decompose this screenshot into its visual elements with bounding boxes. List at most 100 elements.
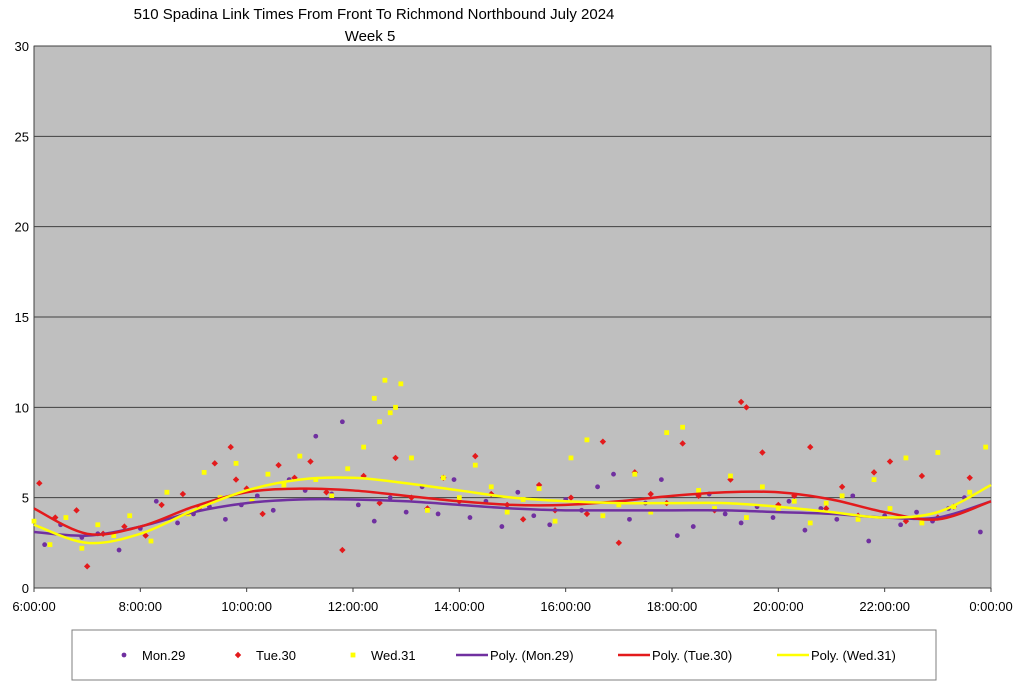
data-point bbox=[568, 455, 574, 461]
data-point bbox=[83, 563, 91, 570]
data-point bbox=[398, 381, 404, 387]
data-point bbox=[31, 518, 37, 524]
data-point bbox=[886, 458, 894, 465]
data-point bbox=[472, 462, 478, 468]
data-point bbox=[355, 502, 361, 508]
data-point bbox=[371, 518, 377, 524]
y-tick-label: 25 bbox=[15, 129, 29, 144]
data-point bbox=[770, 515, 776, 520]
data-point bbox=[270, 507, 276, 513]
x-tick-label: 12:00:00 bbox=[328, 599, 379, 614]
data-point bbox=[738, 520, 744, 526]
x-tick-label: 6:00:00 bbox=[12, 599, 55, 614]
data-point bbox=[802, 527, 808, 533]
data-point bbox=[233, 460, 239, 466]
data-point bbox=[345, 466, 351, 472]
legend-marker bbox=[350, 652, 356, 658]
data-point bbox=[111, 533, 117, 539]
gridlines bbox=[34, 45, 991, 499]
legend: Mon.29 Tue.30 Wed.31 Poly. (Mon.29) Poly. (T… bbox=[121, 648, 896, 663]
chart-title: 510 Spadina Link Times From Front To Ric… bbox=[134, 6, 615, 23]
data-point bbox=[807, 520, 813, 526]
data-point bbox=[658, 477, 664, 482]
data-point bbox=[211, 460, 218, 467]
data-point bbox=[600, 513, 606, 519]
data-point bbox=[822, 505, 830, 512]
data-point bbox=[387, 495, 393, 501]
data-point bbox=[515, 489, 521, 495]
x-tick-label: 16:00:00 bbox=[540, 599, 591, 614]
legend-label: Tue.30 bbox=[256, 648, 296, 663]
data-point bbox=[116, 547, 122, 553]
x-tick-label: 20:00:00 bbox=[753, 599, 804, 614]
x-tick-label: 22:00:00 bbox=[859, 599, 910, 614]
data-point bbox=[323, 489, 330, 496]
data-point bbox=[536, 486, 542, 492]
y-tick-label: 0 bbox=[22, 581, 29, 596]
data-point bbox=[919, 520, 925, 526]
data-point bbox=[759, 449, 766, 456]
data-point bbox=[127, 513, 133, 519]
data-point bbox=[977, 529, 983, 535]
data-point bbox=[966, 474, 973, 481]
data-point bbox=[164, 489, 170, 495]
data-point bbox=[850, 493, 856, 499]
data-point bbox=[488, 484, 494, 490]
data-point bbox=[377, 419, 382, 425]
data-point bbox=[42, 542, 48, 548]
data-point bbox=[870, 469, 878, 476]
data-point bbox=[467, 515, 473, 520]
data-point bbox=[95, 522, 101, 528]
data-point bbox=[696, 488, 701, 493]
data-point bbox=[472, 452, 479, 460]
data-point bbox=[807, 443, 814, 451]
data-point bbox=[179, 490, 187, 498]
data-point bbox=[392, 454, 399, 462]
data-point bbox=[519, 516, 527, 523]
data-point bbox=[743, 404, 750, 411]
data-point bbox=[425, 507, 430, 513]
data-point bbox=[664, 430, 670, 436]
data-point bbox=[313, 433, 319, 439]
data-point bbox=[451, 477, 457, 482]
data-point bbox=[648, 509, 654, 515]
data-point bbox=[786, 498, 792, 504]
data-point bbox=[871, 477, 877, 482]
x-tick-label: 18:00:00 bbox=[647, 599, 698, 614]
data-point bbox=[647, 490, 654, 498]
data-point bbox=[616, 502, 622, 508]
data-point bbox=[567, 494, 575, 501]
data-point bbox=[232, 476, 240, 483]
y-tick-label: 30 bbox=[15, 39, 29, 54]
data-point bbox=[409, 455, 414, 461]
data-point bbox=[887, 506, 893, 511]
data-point bbox=[201, 469, 207, 475]
data-point bbox=[898, 522, 904, 528]
data-point bbox=[371, 395, 377, 401]
legend-label: Poly. (Wed.31) bbox=[811, 648, 896, 663]
data-point bbox=[599, 438, 607, 445]
data-point bbox=[918, 472, 926, 480]
data-point bbox=[680, 424, 686, 430]
data-point bbox=[728, 473, 733, 479]
data-point bbox=[121, 523, 128, 530]
data-point bbox=[855, 516, 861, 522]
data-point bbox=[52, 514, 59, 521]
data-point bbox=[547, 522, 553, 528]
data-point bbox=[967, 489, 973, 495]
data-point bbox=[227, 443, 234, 451]
data-point bbox=[265, 471, 271, 477]
legend-label: Mon.29 bbox=[142, 648, 185, 663]
data-point bbox=[36, 480, 43, 487]
data-point bbox=[223, 516, 228, 522]
data-point bbox=[674, 533, 680, 539]
data-point bbox=[79, 545, 85, 551]
data-point bbox=[259, 510, 266, 518]
data-point bbox=[329, 493, 335, 499]
data-point bbox=[679, 440, 686, 447]
data-point bbox=[435, 511, 441, 517]
data-point bbox=[393, 404, 398, 410]
data-point bbox=[615, 539, 623, 547]
data-point bbox=[712, 506, 717, 511]
